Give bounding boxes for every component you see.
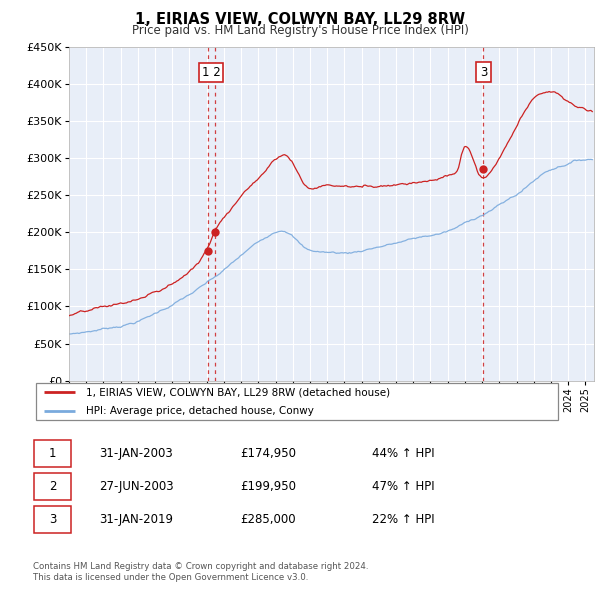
Text: Price paid vs. HM Land Registry's House Price Index (HPI): Price paid vs. HM Land Registry's House … — [131, 24, 469, 37]
Text: 3: 3 — [480, 65, 487, 78]
Text: 1 2: 1 2 — [202, 65, 220, 78]
Text: 1, EIRIAS VIEW, COLWYN BAY, LL29 8RW: 1, EIRIAS VIEW, COLWYN BAY, LL29 8RW — [135, 12, 465, 27]
Text: £174,950: £174,950 — [240, 447, 296, 460]
Text: 31-JAN-2003: 31-JAN-2003 — [99, 447, 173, 460]
Text: 22% ↑ HPI: 22% ↑ HPI — [372, 513, 434, 526]
Text: HPI: Average price, detached house, Conwy: HPI: Average price, detached house, Conw… — [86, 407, 314, 417]
Text: 1: 1 — [49, 447, 56, 460]
Text: 47% ↑ HPI: 47% ↑ HPI — [372, 480, 434, 493]
Text: 44% ↑ HPI: 44% ↑ HPI — [372, 447, 434, 460]
Text: £199,950: £199,950 — [240, 480, 296, 493]
FancyBboxPatch shape — [35, 384, 558, 420]
Text: 1, EIRIAS VIEW, COLWYN BAY, LL29 8RW (detached house): 1, EIRIAS VIEW, COLWYN BAY, LL29 8RW (de… — [86, 387, 390, 397]
Text: 2: 2 — [49, 480, 56, 493]
Text: 27-JUN-2003: 27-JUN-2003 — [99, 480, 173, 493]
Text: £285,000: £285,000 — [240, 513, 296, 526]
Text: 31-JAN-2019: 31-JAN-2019 — [99, 513, 173, 526]
Text: This data is licensed under the Open Government Licence v3.0.: This data is licensed under the Open Gov… — [33, 573, 308, 582]
Text: Contains HM Land Registry data © Crown copyright and database right 2024.: Contains HM Land Registry data © Crown c… — [33, 562, 368, 571]
Text: 3: 3 — [49, 513, 56, 526]
